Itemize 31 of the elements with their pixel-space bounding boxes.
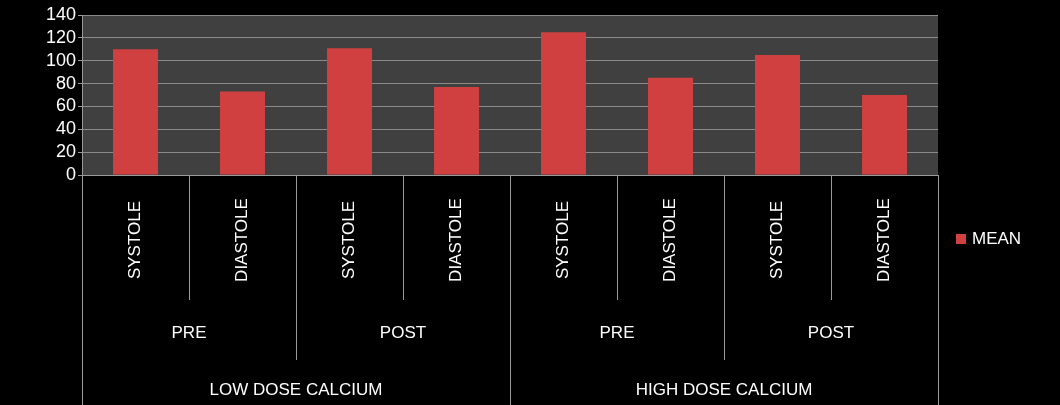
text: PRE [171,322,207,342]
x-tick-label: DIASTOLE [660,198,680,282]
x-tick-label: DIASTOLE [874,198,894,282]
x-tick-label: SYSTOLE [125,200,145,280]
text: LOW DOSE CALCIUM [209,379,383,399]
text: POST [807,322,855,342]
y-tick-label: 40 [55,118,76,139]
y-tick-label: 140 [45,3,76,24]
legend-label: MEAN [972,228,1022,248]
y-tick-label: 0 [65,163,76,184]
x-tick-label: SYSTOLE [767,200,787,280]
y-tick-label: 20 [55,141,76,162]
y-tick-label: 120 [45,26,76,47]
y-tick-label: 100 [45,49,76,70]
x-tick-label: DIASTOLE [232,198,252,282]
text: POST [379,322,427,342]
bar [327,48,372,175]
text: PRE [599,322,635,342]
x-tick-label: DIASTOLE [446,198,466,282]
y-tick-label: 60 [55,95,76,116]
bar [648,77,693,175]
bar [541,32,586,175]
x-tick-label: SYSTOLE [553,200,573,280]
bar [862,95,907,175]
bar [113,49,158,175]
text: HIGH DOSE CALCIUM [635,379,813,399]
y-tick-label: 80 [55,72,76,93]
bar [755,55,800,175]
bar [220,91,265,175]
x-tick-label: SYSTOLE [339,200,359,280]
bar [434,87,479,175]
